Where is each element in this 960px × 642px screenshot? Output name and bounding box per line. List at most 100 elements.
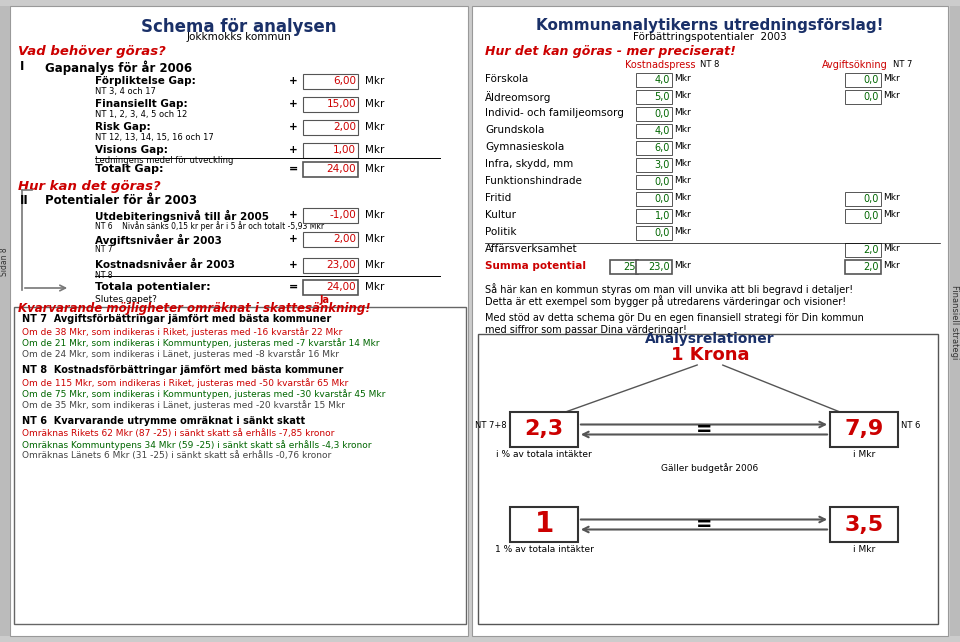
Text: NT 1, 2, 3, 4, 5 och 12: NT 1, 2, 3, 4, 5 och 12	[95, 110, 187, 119]
Text: 1 Krona: 1 Krona	[671, 346, 749, 364]
Bar	[478, 334, 938, 624]
Text: 3,0: 3,0	[655, 160, 670, 170]
Text: Förbättringspotentialer  2003: Förbättringspotentialer 2003	[634, 32, 787, 42]
Text: 6,00: 6,00	[333, 76, 356, 86]
Text: 0,0: 0,0	[864, 211, 879, 221]
Text: Hur det kan göras - mer preciserat!: Hur det kan göras - mer preciserat!	[485, 45, 736, 58]
Text: NT 6: NT 6	[901, 422, 921, 431]
Text: Jokkmokks kommun: Jokkmokks kommun	[186, 32, 292, 42]
Text: NT 7+8: NT 7+8	[475, 422, 507, 431]
Text: Mkr: Mkr	[674, 210, 691, 219]
Text: Om de 35 Mkr, som indikeras i Länet, justeras med -20 kvarstår 15 Mkr: Om de 35 Mkr, som indikeras i Länet, jus…	[22, 400, 345, 410]
Text: 0,0: 0,0	[655, 194, 670, 204]
Bar	[303, 280, 358, 295]
Text: Mkr: Mkr	[883, 210, 900, 219]
Text: Schema för analysen: Schema för analysen	[141, 18, 337, 36]
Text: 1: 1	[535, 510, 554, 539]
Bar	[10, 6, 468, 636]
Text: 1 % av totala intäkter: 1 % av totala intäkter	[494, 545, 593, 554]
Bar	[636, 107, 672, 121]
Text: Kostnadsnivåer år 2003: Kostnadsnivåer år 2003	[95, 260, 235, 270]
Text: Mkr: Mkr	[365, 210, 384, 220]
Bar	[303, 97, 358, 112]
Bar	[636, 192, 672, 206]
Text: Mkr: Mkr	[883, 261, 900, 270]
Text: Potentialer för år 2003: Potentialer för år 2003	[45, 194, 197, 207]
Text: Hur kan det göras?: Hur kan det göras?	[18, 180, 160, 193]
Text: Förskola: Förskola	[485, 74, 528, 84]
Bar	[845, 260, 881, 274]
Text: NT 7  Avgiftsförbättringar jämfört med bästa kommuner: NT 7 Avgiftsförbättringar jämfört med bä…	[22, 314, 331, 324]
Text: NT 8: NT 8	[700, 60, 719, 69]
Text: Mkr: Mkr	[674, 193, 691, 202]
Text: Så här kan en kommun styras om man vill unvika att bli begravd i detaljer!: Så här kan en kommun styras om man vill …	[485, 283, 853, 295]
Text: II: II	[20, 194, 29, 207]
Text: 2,0: 2,0	[863, 245, 879, 255]
Text: Äldreomsorg: Äldreomsorg	[485, 91, 551, 103]
Text: Risk Gap:: Risk Gap:	[95, 122, 151, 132]
Text: +: +	[289, 210, 298, 220]
Text: Omräknas Kommuntypens 34 Mkr (59 -25) i sänkt skatt så erhålls -4,3 kronor: Omräknas Kommuntypens 34 Mkr (59 -25) i …	[22, 440, 372, 450]
Text: 2,00: 2,00	[333, 122, 356, 132]
Bar	[636, 209, 672, 223]
Bar	[303, 258, 358, 273]
Text: i % av totala intäkter: i % av totala intäkter	[496, 450, 592, 459]
Text: Med stöd av detta schema gör Du en egen finansiell strategi för Din kommun: Med stöd av detta schema gör Du en egen …	[485, 313, 864, 323]
Text: Gapanalys för år 2006: Gapanalys för år 2006	[45, 60, 192, 74]
Text: =: =	[289, 282, 298, 292]
Bar	[636, 260, 672, 274]
Text: Totala potentialer:: Totala potentialer:	[95, 282, 210, 292]
Text: Infra, skydd, mm: Infra, skydd, mm	[485, 159, 573, 169]
Text: Om de 75 Mkr, som indikeras i Kommuntypen, justeras med -30 kvarstår 45 Mkr: Om de 75 Mkr, som indikeras i Kommuntype…	[22, 389, 385, 399]
Text: i Mkr: i Mkr	[852, 450, 876, 459]
Text: Mkr: Mkr	[674, 91, 691, 100]
Text: Mkr: Mkr	[883, 244, 900, 253]
Bar	[0, 6, 10, 636]
Text: Om de 21 Mkr, som indikeras i Kommuntypen, justeras med -7 kvarstår 14 Mkr: Om de 21 Mkr, som indikeras i Kommuntype…	[22, 338, 379, 348]
Text: Slutes gapet?: Slutes gapet?	[95, 295, 156, 304]
Text: +: +	[289, 234, 298, 244]
Text: Mkr: Mkr	[365, 145, 384, 155]
Text: Grundskola: Grundskola	[485, 125, 544, 135]
Text: NT 7: NT 7	[893, 60, 912, 69]
Bar	[636, 124, 672, 138]
Text: +: +	[289, 145, 298, 155]
Text: NT 3, 4 och 17: NT 3, 4 och 17	[95, 87, 156, 96]
Bar	[845, 90, 881, 104]
Text: 4,0: 4,0	[655, 75, 670, 85]
Text: Gäller budgetår 2006: Gäller budgetår 2006	[661, 463, 758, 473]
Bar	[950, 6, 960, 636]
Text: Mkr: Mkr	[365, 76, 384, 86]
Text: 0,0: 0,0	[864, 194, 879, 204]
Text: 0,0: 0,0	[864, 75, 879, 85]
Text: 24,00: 24,00	[326, 164, 356, 174]
Text: +: +	[289, 122, 298, 132]
Text: Visions Gap:: Visions Gap:	[95, 145, 168, 155]
Bar	[845, 192, 881, 206]
Bar	[636, 90, 672, 104]
Text: 0,0: 0,0	[864, 92, 879, 102]
Text: =: =	[696, 420, 712, 439]
Text: Totalt Gap:: Totalt Gap:	[95, 164, 163, 174]
Text: Mkr: Mkr	[365, 234, 384, 244]
Text: Mkr: Mkr	[365, 164, 384, 174]
Text: Mkr: Mkr	[883, 91, 900, 100]
Text: Finansiellt Gap:: Finansiellt Gap:	[95, 99, 187, 109]
Text: 4,0: 4,0	[655, 126, 670, 136]
Bar	[636, 141, 672, 155]
Bar	[303, 120, 358, 135]
Text: Mkr: Mkr	[674, 261, 691, 270]
Text: med siffror som passar Dina värderingar!: med siffror som passar Dina värderingar!	[485, 325, 686, 335]
Text: 6,0: 6,0	[655, 143, 670, 153]
Text: Omräknas Rikets 62 Mkr (87 -25) i sänkt skatt så erhålls -7,85 kronor: Omräknas Rikets 62 Mkr (87 -25) i sänkt …	[22, 429, 334, 438]
Text: 2,3: 2,3	[524, 419, 564, 440]
Text: Mkr: Mkr	[365, 260, 384, 270]
Text: Finansiell strategi: Finansiell strategi	[950, 285, 959, 359]
Bar	[845, 243, 881, 257]
Bar	[303, 74, 358, 89]
Text: Analysrelationer: Analysrelationer	[645, 332, 775, 346]
Text: =: =	[696, 515, 712, 534]
Text: 0,0: 0,0	[655, 109, 670, 119]
Text: Utdebiteringsnivå till år 2005: Utdebiteringsnivå till år 2005	[95, 210, 269, 222]
Text: Mkr: Mkr	[365, 99, 384, 109]
